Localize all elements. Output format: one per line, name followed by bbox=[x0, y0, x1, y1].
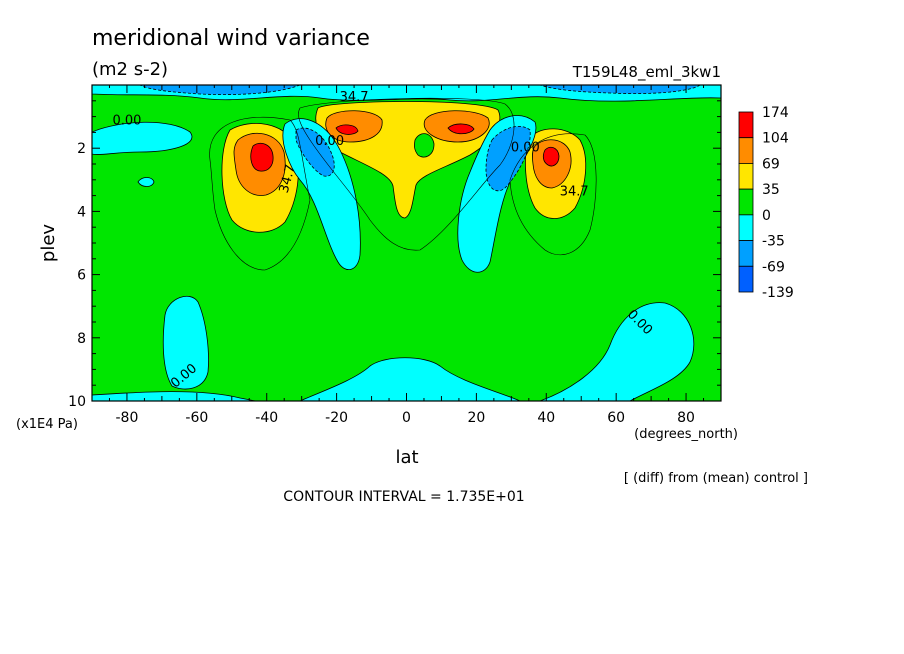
blue-tongue-right bbox=[485, 126, 531, 192]
y-tick-label: 4 bbox=[77, 204, 86, 220]
x-tick-label: 80 bbox=[677, 410, 695, 426]
contour-label: 0.00 bbox=[511, 140, 540, 155]
x-axis-label: lat bbox=[395, 447, 418, 468]
lobe-red-right bbox=[542, 146, 560, 167]
cyan-bottom-left bbox=[92, 391, 270, 401]
y-tick-label: 8 bbox=[77, 331, 86, 347]
x-tick-label: 20 bbox=[467, 410, 485, 426]
x-tick-label: 60 bbox=[607, 410, 625, 426]
cyan-blob-lower-left bbox=[162, 295, 209, 390]
colorbar-label: 35 bbox=[762, 182, 780, 198]
colorbar-swatch bbox=[738, 240, 754, 267]
contour-label: 0.00 bbox=[112, 114, 141, 129]
contour-label: 34.7 bbox=[560, 185, 589, 200]
y-axis-units: (x1E4 Pa) bbox=[16, 417, 78, 432]
x-axis-units: (degrees_north) bbox=[634, 427, 738, 442]
colorbar: 174 104 69 35 0 -35 -69 -139 bbox=[738, 105, 794, 301]
colorbar-label: 69 bbox=[762, 156, 780, 172]
diff-note: [ (diff) from (mean) control ] bbox=[624, 471, 808, 486]
cyan-bottom-center bbox=[299, 357, 521, 401]
colorbar-label: 104 bbox=[762, 131, 789, 147]
x-tick-label: 40 bbox=[537, 410, 555, 426]
y-tick-label: 10 bbox=[68, 394, 86, 410]
central-red-left bbox=[335, 124, 359, 135]
x-tick-label: -80 bbox=[116, 410, 139, 426]
cyan-small-left bbox=[137, 177, 155, 187]
y-axis-label: plev bbox=[38, 224, 59, 263]
y-axis: 2 4 6 8 10 bbox=[68, 84, 721, 410]
chart-title: meridional wind variance bbox=[92, 26, 370, 51]
x-axis: -80 -60 -40 -20 0 20 40 60 80 bbox=[91, 85, 722, 426]
contour-label: 0.00 bbox=[315, 134, 344, 149]
x-tick-label: -20 bbox=[325, 410, 348, 426]
colorbar-swatch bbox=[738, 265, 754, 293]
contour-line-right-outer bbox=[509, 133, 597, 256]
colorbar-swatch bbox=[738, 163, 754, 190]
contour-interval: CONTOUR INTERVAL = 1.735E+01 bbox=[283, 489, 524, 505]
contour-field bbox=[92, 85, 721, 401]
contour-label: 34.7 bbox=[340, 90, 369, 105]
x-tick-label: -60 bbox=[185, 410, 208, 426]
central-green-hole bbox=[414, 133, 435, 158]
lobe-red-left bbox=[250, 142, 274, 172]
colorbar-label: -69 bbox=[762, 259, 785, 275]
y-tick-label: 2 bbox=[77, 141, 86, 157]
contour-line-center-outer bbox=[298, 97, 515, 251]
contour-label: 34.7 bbox=[277, 163, 299, 195]
cyan-blob-lower-right bbox=[539, 302, 695, 401]
x-tick-label: -40 bbox=[255, 410, 278, 426]
contour-line-left-outer bbox=[209, 116, 311, 271]
colorbar-swatch bbox=[738, 188, 754, 216]
colorbar-swatch bbox=[738, 137, 754, 164]
colorbar-label: 0 bbox=[762, 208, 771, 224]
central-red-right bbox=[447, 123, 475, 135]
chart-units: (m2 s-2) bbox=[92, 59, 168, 80]
colorbar-swatch bbox=[738, 111, 754, 139]
top-band-blue-right bbox=[539, 85, 701, 95]
cyan-blob-left-top bbox=[92, 121, 193, 155]
colorbar-label: 174 bbox=[762, 105, 789, 121]
run-label: T159L48_eml_3kw1 bbox=[572, 63, 721, 82]
x-tick-label: 0 bbox=[402, 410, 411, 426]
colorbar-label: -35 bbox=[762, 234, 785, 250]
y-tick-label: 6 bbox=[77, 268, 86, 284]
top-band-blue-left bbox=[139, 85, 301, 95]
colorbar-label: -139 bbox=[762, 285, 794, 301]
colorbar-swatch bbox=[738, 214, 754, 241]
